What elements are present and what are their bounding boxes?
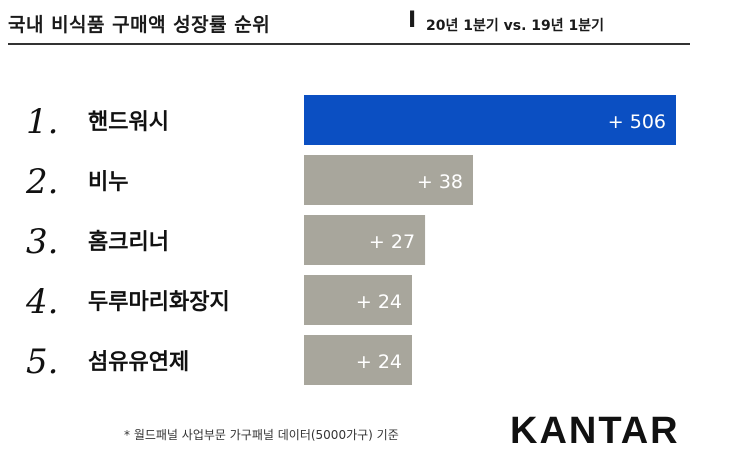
category-label: 비누	[88, 170, 128, 195]
title-underline	[8, 43, 690, 45]
category-label: 섬유유연제	[88, 350, 189, 375]
category-label: 두루마리화장지	[88, 290, 230, 315]
rank-label: 2.	[25, 162, 58, 202]
rank-label: 5.	[26, 342, 58, 382]
chart-title: 국내 비식품 구매액 성장률 순위	[8, 14, 271, 36]
data-label: + 506	[608, 111, 666, 133]
chart-subtitle: 20년 1분기 vs. 19년 1분기	[426, 18, 605, 34]
category-label: 핸드워시	[88, 110, 169, 135]
data-label: + 24	[356, 351, 402, 373]
rank-label: 3.	[26, 222, 58, 262]
chart-header: 국내 비식품 구매액 성장률 순위 I 20년 1분기 vs. 19년 1분기	[8, 6, 690, 45]
data-label: + 27	[369, 231, 415, 253]
title-separator: I	[408, 8, 417, 33]
category-label: 홈크리너	[88, 230, 169, 255]
rank-label: 1.	[26, 102, 58, 142]
data-label: + 38	[417, 171, 463, 193]
rank-label: 4.	[25, 282, 58, 322]
footnote: * 월드패널 사업부문 가구패널 데이터(5000가구) 기준	[124, 428, 399, 442]
data-label: + 24	[356, 291, 402, 313]
bar	[304, 275, 412, 325]
kantar-logo: KANTAR	[510, 410, 680, 452]
bar-chart: 1. 핸드워시 + 506 2. 비누 + 38 3. 홈크리너 + 27 4. 두루마리화장지 + …	[25, 95, 676, 385]
bar	[304, 155, 473, 205]
bar	[304, 335, 412, 385]
bar	[304, 95, 676, 145]
bar	[304, 215, 426, 265]
